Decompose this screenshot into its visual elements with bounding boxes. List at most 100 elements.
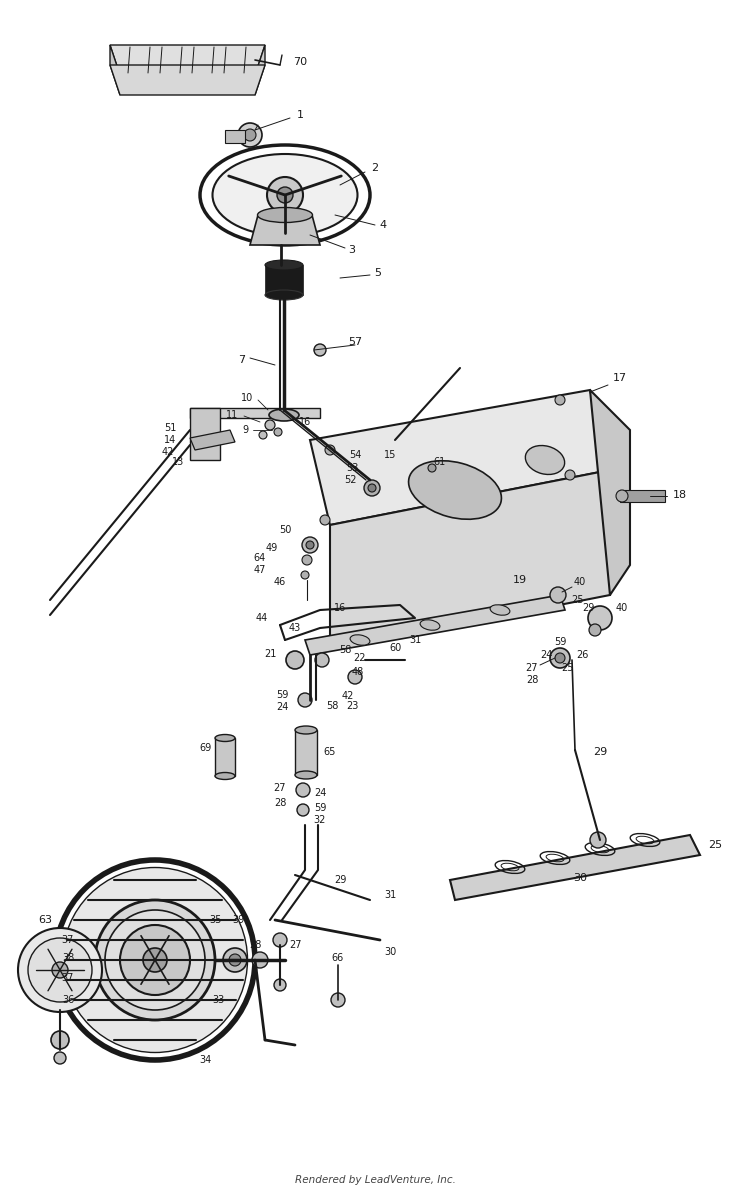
Text: 58: 58 [326,701,338,711]
Polygon shape [330,470,610,650]
Polygon shape [450,836,700,900]
Circle shape [286,651,304,669]
Circle shape [274,979,286,991]
Text: 48: 48 [352,667,364,678]
Circle shape [18,928,102,1011]
Circle shape [302,555,312,565]
Text: 27: 27 [289,940,302,950]
Text: 11: 11 [226,411,238,420]
Text: 40: 40 [574,577,586,587]
Text: 29: 29 [592,747,608,757]
Ellipse shape [62,868,248,1052]
Polygon shape [250,215,320,245]
Text: 37: 37 [62,973,74,983]
Text: 30: 30 [573,873,587,883]
Circle shape [296,783,310,797]
Circle shape [120,925,190,995]
Circle shape [320,515,330,525]
Text: 14: 14 [164,435,176,445]
Circle shape [306,541,314,549]
Text: 61: 61 [433,457,446,467]
Text: 52: 52 [344,475,356,485]
Circle shape [301,571,309,579]
Ellipse shape [295,771,317,779]
Text: 40: 40 [616,603,628,613]
Circle shape [238,123,262,147]
Text: 23: 23 [346,701,358,711]
Text: 28: 28 [526,675,538,685]
Text: 7: 7 [238,356,245,365]
Circle shape [325,445,335,455]
Text: 27: 27 [526,663,538,673]
Ellipse shape [350,634,370,645]
Polygon shape [110,45,120,95]
Text: 44: 44 [256,613,268,622]
Circle shape [51,1031,69,1049]
Ellipse shape [490,604,510,615]
Circle shape [588,606,612,630]
Bar [620,490,665,502]
Circle shape [298,693,312,707]
Polygon shape [110,45,265,75]
Text: 36: 36 [62,995,74,1005]
Polygon shape [310,390,610,525]
Ellipse shape [265,290,303,300]
Text: 35: 35 [209,915,221,925]
Text: 54: 54 [349,450,361,460]
Text: Rendered by LeadVenture, Inc.: Rendered by LeadVenture, Inc. [295,1175,455,1185]
Text: 24: 24 [540,650,552,660]
Text: 26: 26 [576,650,588,660]
Text: 10: 10 [241,393,253,403]
Text: 30: 30 [384,947,396,956]
Text: 43: 43 [289,622,301,633]
Text: 66: 66 [332,953,344,964]
Circle shape [550,648,570,668]
Circle shape [265,420,275,430]
Text: 32: 32 [314,815,326,825]
Polygon shape [225,130,245,142]
Circle shape [368,484,376,492]
Circle shape [28,938,92,1002]
Polygon shape [305,595,565,655]
Text: 39: 39 [232,915,244,925]
Text: 57: 57 [348,338,362,347]
Text: 13: 13 [172,457,184,467]
Text: 22: 22 [354,654,366,663]
Circle shape [314,344,326,356]
Ellipse shape [525,445,565,474]
Ellipse shape [295,727,317,734]
Text: 15: 15 [384,450,396,460]
Text: 16: 16 [334,603,346,613]
Ellipse shape [95,900,215,1020]
Text: 17: 17 [613,373,627,383]
Text: 51: 51 [164,423,176,433]
Text: 29: 29 [582,603,594,613]
Ellipse shape [420,620,440,631]
Text: 38: 38 [62,953,74,964]
Circle shape [277,187,293,203]
Circle shape [555,395,565,405]
Text: 65: 65 [324,747,336,757]
Text: 4: 4 [380,220,386,230]
Circle shape [143,948,167,972]
Circle shape [550,587,566,603]
Text: 18: 18 [673,490,687,500]
Circle shape [331,994,345,1007]
Circle shape [274,429,282,436]
Text: 49: 49 [266,543,278,553]
Bar [295,730,317,774]
Text: 70: 70 [293,57,307,67]
Ellipse shape [215,772,235,779]
Circle shape [590,832,606,847]
Text: 63: 63 [38,915,52,925]
Circle shape [589,624,601,636]
Polygon shape [190,408,220,460]
Text: 25: 25 [572,595,584,604]
Polygon shape [190,408,320,418]
Bar [265,265,303,294]
Text: 21: 21 [264,649,276,660]
Circle shape [297,804,309,816]
Text: 50: 50 [279,525,291,535]
Text: 58: 58 [339,645,351,655]
Polygon shape [590,390,630,595]
